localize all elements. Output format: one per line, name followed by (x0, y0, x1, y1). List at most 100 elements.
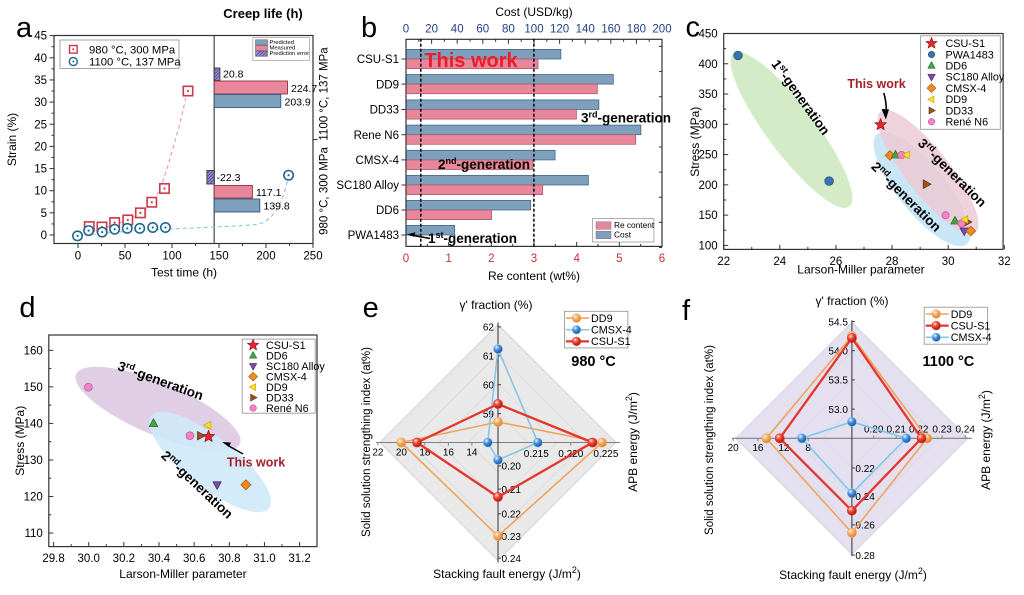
svg-text:Rene N6: Rene N6 (354, 130, 399, 142)
svg-text:30: 30 (34, 97, 47, 109)
svg-text:16: 16 (443, 447, 455, 458)
svg-text:130: 130 (24, 455, 43, 467)
svg-text:Larson-Miller parameter: Larson-Miller parameter (797, 263, 924, 277)
svg-text:20: 20 (34, 141, 47, 153)
svg-text:Prediction error: Prediction error (270, 51, 310, 57)
svg-text:31.2: 31.2 (288, 553, 310, 565)
svg-text:62: 62 (483, 323, 495, 334)
svg-text:1100 °C: 1100 °C (923, 354, 975, 370)
svg-text:f: f (682, 295, 691, 327)
svg-text:8: 8 (805, 443, 811, 454)
svg-text:0: 0 (403, 23, 409, 35)
svg-text:450: 450 (699, 29, 718, 41)
svg-text:1: 1 (445, 253, 451, 265)
svg-text:26: 26 (830, 256, 843, 268)
svg-text:Strain (%): Strain (%) (5, 113, 19, 166)
svg-text:PWA1483: PWA1483 (946, 49, 994, 61)
svg-text:Solid solution strengthing ind: Solid solution strengthing index (at%) (704, 345, 716, 535)
svg-text:10: 10 (34, 186, 47, 198)
svg-text:b: b (361, 12, 377, 44)
svg-text:30.2: 30.2 (113, 553, 135, 565)
svg-text:22: 22 (372, 447, 384, 458)
svg-text:René N6: René N6 (946, 117, 989, 129)
svg-text:APB energy (J/m2): APB energy (J/m2) (977, 390, 993, 490)
svg-text:CSU-S1: CSU-S1 (266, 340, 306, 352)
svg-text:4: 4 (573, 253, 580, 265)
svg-text:γ' fraction (%): γ' fraction (%) (816, 294, 889, 308)
svg-text:Cost: Cost (614, 229, 632, 239)
svg-text:5: 5 (41, 208, 47, 220)
svg-text:0.24: 0.24 (502, 554, 522, 565)
svg-text:0: 0 (75, 251, 81, 263)
svg-text:CMSX-4: CMSX-4 (356, 155, 400, 167)
svg-text:61: 61 (483, 352, 495, 363)
svg-text:SC180 Alloy: SC180 Alloy (266, 361, 325, 373)
svg-text:28: 28 (886, 256, 899, 268)
svg-text:DD6: DD6 (946, 61, 968, 73)
svg-text:DD9: DD9 (591, 313, 613, 325)
svg-text:53.0: 53.0 (828, 405, 848, 416)
svg-text:René N6: René N6 (266, 403, 309, 415)
svg-text:50: 50 (119, 251, 132, 263)
svg-text:Stacking fault energy (J/m2): Stacking fault energy (J/m2) (779, 566, 927, 582)
svg-text:120: 120 (24, 492, 43, 504)
svg-text:100: 100 (524, 23, 543, 35)
svg-text:150: 150 (699, 210, 718, 222)
svg-text:350: 350 (699, 89, 718, 101)
svg-text:0.21: 0.21 (886, 424, 906, 435)
svg-text:30: 30 (942, 256, 955, 268)
svg-text:980 °C, 300 MPa: 980 °C, 300 MPa (89, 44, 176, 56)
svg-text:CMSX-4: CMSX-4 (951, 332, 992, 344)
svg-text:40: 40 (451, 23, 464, 35)
svg-text:150: 150 (24, 382, 43, 394)
svg-text:0.20: 0.20 (864, 424, 884, 435)
svg-text:Stress (MPa): Stress (MPa) (688, 107, 702, 177)
svg-text:110: 110 (24, 528, 42, 540)
svg-text:This work: This work (847, 77, 905, 91)
svg-text:200: 200 (699, 180, 718, 192)
svg-text:35: 35 (34, 75, 47, 87)
svg-text:203.9: 203.9 (285, 97, 311, 109)
svg-text:0.22: 0.22 (502, 510, 522, 521)
svg-text:CSU-S1: CSU-S1 (951, 320, 991, 332)
svg-text:100: 100 (699, 240, 718, 252)
svg-text:γ' fraction (%): γ' fraction (%) (460, 298, 533, 312)
svg-text:DD9: DD9 (951, 309, 973, 321)
svg-text:300: 300 (699, 119, 718, 131)
svg-text:d: d (19, 292, 35, 324)
svg-text:Larson-Miller parameter: Larson-Miller parameter (119, 567, 246, 581)
svg-text:3: 3 (531, 253, 537, 265)
svg-text:0: 0 (41, 230, 47, 242)
svg-text:45: 45 (34, 31, 47, 43)
svg-text:Stacking fault energy (J/m2): Stacking fault energy (J/m2) (433, 565, 581, 581)
svg-text:Measured: Measured (270, 46, 296, 52)
svg-text:140: 140 (24, 418, 43, 430)
svg-text:CSU-S1: CSU-S1 (357, 54, 399, 66)
svg-text:DD33: DD33 (946, 105, 974, 117)
svg-text:200: 200 (256, 251, 275, 263)
svg-text:0.22: 0.22 (909, 424, 929, 435)
svg-text:CMSX-4: CMSX-4 (591, 325, 632, 337)
svg-text:Creep life (h): Creep life (h) (223, 6, 302, 21)
svg-text:1st-generation: 1st-generation (428, 230, 517, 246)
svg-text:160: 160 (24, 345, 43, 357)
svg-text:DD6: DD6 (266, 350, 288, 362)
svg-text:Re content: Re content (614, 220, 655, 230)
svg-text:12: 12 (778, 443, 790, 454)
svg-text:250: 250 (699, 150, 718, 162)
svg-text:250: 250 (303, 251, 322, 263)
svg-text:224.7: 224.7 (291, 83, 317, 95)
svg-text:117.1: 117.1 (256, 187, 282, 199)
svg-text:0.23: 0.23 (932, 424, 952, 435)
svg-text:20.8: 20.8 (223, 69, 244, 81)
svg-text:16: 16 (752, 443, 764, 454)
svg-text:59: 59 (483, 409, 495, 420)
svg-text:CSU-S1: CSU-S1 (591, 336, 631, 348)
svg-text:0.225: 0.225 (593, 449, 618, 460)
svg-text:200: 200 (652, 23, 671, 35)
svg-text:140: 140 (576, 23, 595, 35)
svg-text:30.6: 30.6 (183, 553, 205, 565)
svg-text:SC180 Alloy: SC180 Alloy (336, 180, 399, 192)
svg-text:30.8: 30.8 (218, 553, 240, 565)
svg-text:20: 20 (396, 447, 408, 458)
